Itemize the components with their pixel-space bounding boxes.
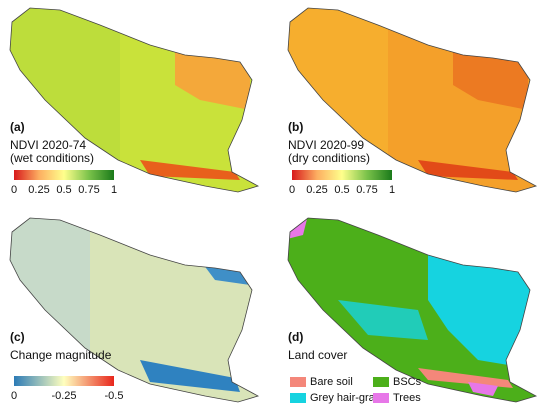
colorbar: [14, 170, 114, 180]
colorbar-tick-label: 0.5: [56, 184, 71, 196]
colorbar-tick-label: 0.75: [78, 184, 99, 196]
legend-swatch: [290, 377, 306, 387]
legend: (c) Change magnitude 0 -0.25 -0.5: [10, 330, 123, 402]
legend-swatch: [373, 377, 389, 387]
panel-label: (c): [10, 330, 25, 344]
colorbar-tick-label: -0.5: [105, 390, 124, 402]
legend-title: NDVI 2020-74: [10, 138, 86, 152]
panel-label: (b): [288, 120, 303, 134]
panel-label: (d): [288, 330, 303, 344]
legend: (a) NDVI 2020-74(wet conditions) 0 0.25 0.5 0…: [10, 120, 117, 196]
legend-swatch: [373, 393, 389, 403]
legend-title: Land cover: [288, 348, 347, 362]
legend-subtitle: (dry conditions): [288, 151, 370, 165]
colorbar-tick-label: 0: [11, 184, 17, 196]
legend-label: Trees: [393, 392, 421, 404]
colorbar-tick-label: 0.75: [356, 184, 377, 196]
colorbar-tick-label: 0: [289, 184, 295, 196]
colorbar-tick-label: 1: [389, 184, 395, 196]
legend-label: Bare soil: [310, 376, 353, 388]
legend-title: Change magnitude: [10, 348, 112, 362]
legend: (d) Land cover Bare soil BSCs Grey hair-gras…: [288, 330, 422, 404]
legend-label: Grey hair-grass: [310, 392, 386, 404]
colorbar: [292, 170, 392, 180]
colorbar-tick-label: 0: [11, 390, 17, 402]
legend-swatch: [290, 393, 306, 403]
legend: (b) NDVI 2020-99(dry conditions) 0 0.25 0.5 0…: [288, 120, 395, 196]
colorbar: [14, 376, 114, 386]
colorbar-tick-label: 0.5: [334, 184, 349, 196]
legend-title: NDVI 2020-99: [288, 138, 364, 152]
colorbar-tick-label: 0.25: [28, 184, 49, 196]
panel-label: (a): [10, 120, 25, 134]
colorbar-tick-label: 1: [111, 184, 117, 196]
legend-label: BSCs: [393, 376, 422, 388]
colorbar-tick-label: -0.25: [51, 390, 76, 402]
colorbar-tick-label: 0.25: [306, 184, 327, 196]
legend-subtitle: (wet conditions): [10, 151, 94, 165]
